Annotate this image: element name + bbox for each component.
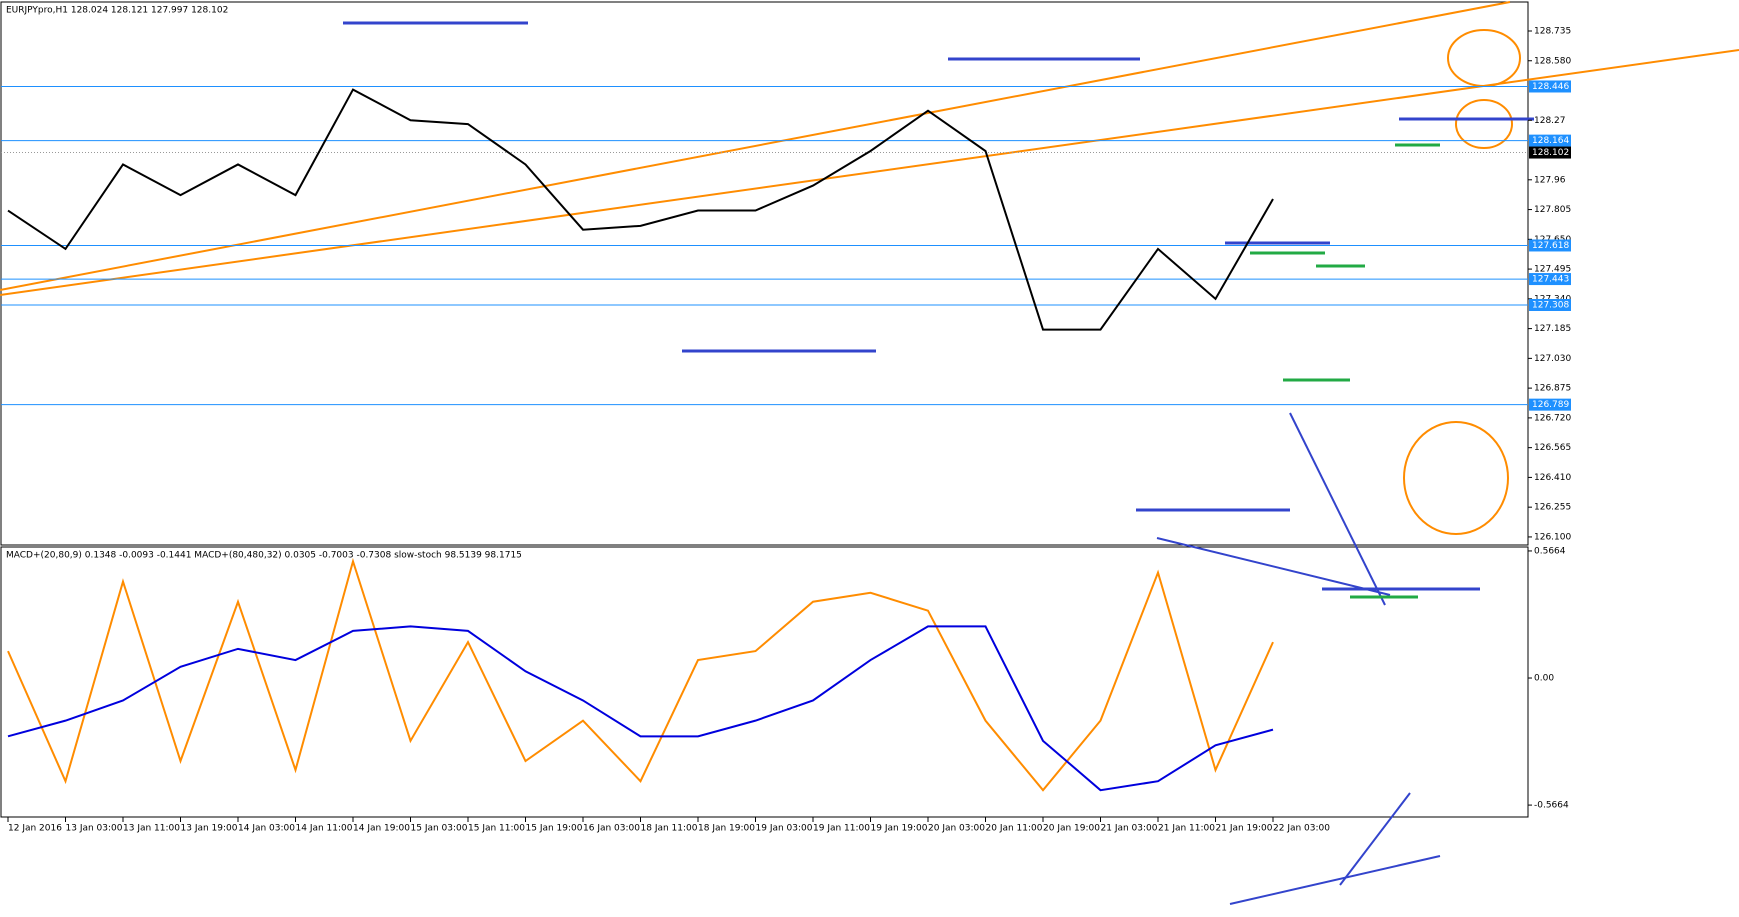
y-tick-label: 126.410 bbox=[1534, 473, 1571, 483]
level-box bbox=[1529, 298, 1571, 311]
marker bbox=[1289, 412, 1386, 606]
x-tick-label: 22 Jan 03:00 bbox=[1273, 824, 1330, 834]
x-tick-label: 15 Jan 11:00 bbox=[468, 824, 525, 834]
x-tick-label: 16 Jan 03:00 bbox=[583, 824, 640, 834]
x-tick-label: 21 Jan 11:00 bbox=[1158, 824, 1215, 834]
y-tick-label: 127.805 bbox=[1534, 205, 1571, 215]
marker bbox=[1156, 537, 1391, 596]
x-tick-label: 14 Jan 11:00 bbox=[296, 824, 353, 834]
series-line bbox=[7, 625, 1274, 792]
panel-title: EURJPYpro,H1 128.024 128.121 127.997 128… bbox=[6, 6, 228, 16]
trend-line bbox=[0, 49, 1739, 296]
level-box bbox=[1529, 134, 1571, 147]
y-tick-label: 127.96 bbox=[1534, 175, 1566, 185]
level-label: 127.308 bbox=[1532, 300, 1569, 310]
x-tick-label: 20 Jan 11:00 bbox=[986, 824, 1043, 834]
level-box bbox=[1529, 239, 1571, 252]
level-label: 126.789 bbox=[1532, 400, 1569, 410]
level-label: 128.446 bbox=[1532, 82, 1569, 92]
x-tick-label: 15 Jan 03:00 bbox=[411, 824, 468, 834]
level-label: 127.443 bbox=[1532, 275, 1569, 285]
y-tick-label: 126.875 bbox=[1534, 384, 1571, 394]
marker bbox=[1339, 792, 1411, 886]
y-tick-label: 126.720 bbox=[1534, 413, 1571, 423]
marker bbox=[1229, 855, 1441, 905]
circle bbox=[1455, 99, 1513, 149]
level-box bbox=[1529, 273, 1571, 286]
x-tick-label: 20 Jan 19:00 bbox=[1043, 824, 1100, 834]
y-tick-label: 0.5664 bbox=[1534, 546, 1566, 556]
y-tick-label: 128.735 bbox=[1534, 26, 1571, 36]
x-tick-label: 14 Jan 19:00 bbox=[353, 824, 410, 834]
level-label: 128.164 bbox=[1532, 136, 1569, 146]
last-price-label: 128.102 bbox=[1532, 148, 1569, 158]
x-tick-label: 12 Jan 2016 bbox=[8, 824, 62, 834]
x-tick-label: 18 Jan 11:00 bbox=[641, 824, 698, 834]
price-panel bbox=[0, 1, 1529, 546]
panel-title: MACD+(20,80,9) 0.1348 -0.0093 -0.1441 MA… bbox=[6, 551, 522, 561]
x-tick-label: 21 Jan 19:00 bbox=[1216, 824, 1273, 834]
x-tick-label: 18 Jan 19:00 bbox=[698, 824, 755, 834]
circle bbox=[1403, 421, 1509, 535]
y-tick-label: 127.030 bbox=[1534, 354, 1571, 364]
macd-panel bbox=[0, 546, 1529, 818]
x-tick-label: 13 Jan 11:00 bbox=[123, 824, 180, 834]
y-tick-label: 126.565 bbox=[1534, 443, 1571, 453]
x-tick-label: 19 Jan 11:00 bbox=[813, 824, 870, 834]
x-tick-label: 13 Jan 19:00 bbox=[181, 824, 238, 834]
x-tick-label: 20 Jan 03:00 bbox=[928, 824, 985, 834]
level-label: 127.618 bbox=[1532, 241, 1569, 251]
x-tick-label: 21 Jan 03:00 bbox=[1101, 824, 1158, 834]
y-tick-label: 126.100 bbox=[1534, 532, 1571, 542]
x-tick-label: 13 Jan 03:00 bbox=[66, 824, 123, 834]
x-tick-label: 15 Jan 19:00 bbox=[526, 824, 583, 834]
x-tick-label: 19 Jan 19:00 bbox=[871, 824, 928, 834]
y-tick-label: 127.185 bbox=[1534, 324, 1571, 334]
series-line bbox=[7, 88, 1274, 331]
last-price-box bbox=[1529, 146, 1571, 159]
y-tick-label: 0.00 bbox=[1534, 674, 1554, 684]
y-tick-label: 126.255 bbox=[1534, 503, 1571, 513]
x-tick-label: 14 Jan 03:00 bbox=[238, 824, 295, 834]
y-tick-label: 128.580 bbox=[1534, 56, 1571, 66]
level-box bbox=[1529, 80, 1571, 93]
y-tick-label: -0.5664 bbox=[1534, 801, 1569, 811]
y-tick-label: 128.27 bbox=[1534, 116, 1566, 126]
trend-line bbox=[0, 1, 1511, 291]
x-tick-label: 19 Jan 03:00 bbox=[756, 824, 813, 834]
y-tick-label: 127.495 bbox=[1534, 265, 1571, 275]
level-box bbox=[1529, 398, 1571, 411]
